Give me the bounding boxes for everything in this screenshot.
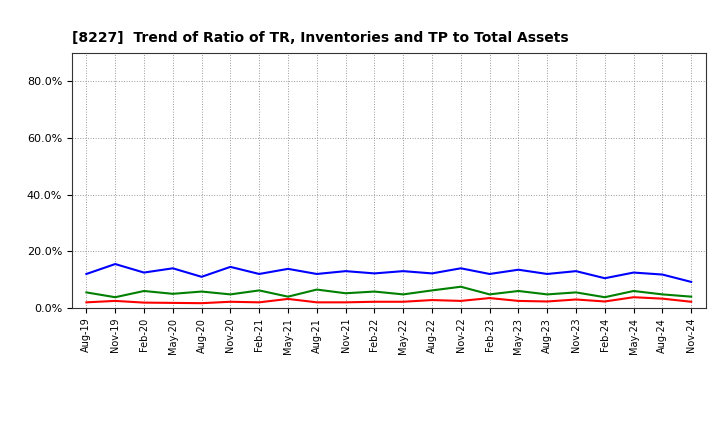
Inventories [255,271,264,277]
Trade Payables [168,291,177,297]
Line: Inventories: Inventories [86,264,691,282]
Inventories [140,270,148,275]
Inventories [572,268,580,274]
Inventories [600,275,609,281]
Inventories [428,271,436,276]
Trade Receivables [572,297,580,302]
Inventories [111,261,120,267]
Inventories [312,271,321,277]
Line: Trade Receivables: Trade Receivables [86,297,691,303]
Trade Payables [197,289,206,294]
Trade Receivables [514,298,523,304]
Trade Payables [514,288,523,293]
Trade Payables [82,290,91,295]
Trade Payables [456,284,465,290]
Trade Receivables [399,299,408,304]
Trade Payables [111,295,120,300]
Trade Receivables [428,297,436,303]
Trade Payables [399,292,408,297]
Trade Payables [255,288,264,293]
Trade Receivables [629,295,638,300]
Trade Payables [572,290,580,295]
Trade Receivables [226,299,235,304]
Trade Receivables [687,299,696,304]
Text: [8227]  Trend of Ratio of TR, Inventories and TP to Total Assets: [8227] Trend of Ratio of TR, Inventories… [72,31,569,45]
Trade Receivables [197,301,206,306]
Trade Receivables [82,300,91,305]
Trade Receivables [341,300,350,305]
Inventories [456,266,465,271]
Trade Receivables [140,300,148,305]
Inventories [370,271,379,276]
Inventories [399,268,408,274]
Trade Payables [284,294,292,299]
Trade Receivables [370,299,379,304]
Line: Trade Payables: Trade Payables [86,287,691,297]
Trade Payables [341,290,350,296]
Inventories [284,266,292,271]
Inventories [168,266,177,271]
Trade Payables [629,288,638,293]
Inventories [226,264,235,270]
Trade Receivables [600,299,609,304]
Trade Payables [140,288,148,293]
Trade Receivables [543,299,552,304]
Trade Receivables [284,296,292,301]
Trade Payables [312,287,321,292]
Trade Payables [687,294,696,299]
Trade Receivables [255,300,264,305]
Trade Payables [226,292,235,297]
Inventories [687,279,696,285]
Trade Receivables [312,300,321,305]
Inventories [197,274,206,279]
Trade Payables [658,292,667,297]
Inventories [658,272,667,277]
Inventories [629,270,638,275]
Trade Receivables [111,298,120,304]
Trade Payables [428,288,436,293]
Trade Payables [370,289,379,294]
Trade Payables [600,295,609,300]
Trade Receivables [456,298,465,304]
Trade Payables [485,292,494,297]
Trade Payables [543,292,552,297]
Inventories [341,268,350,274]
Inventories [543,271,552,277]
Inventories [514,267,523,272]
Trade Receivables [658,296,667,301]
Trade Receivables [485,295,494,301]
Inventories [82,271,91,277]
Trade Receivables [168,300,177,305]
Inventories [485,271,494,277]
